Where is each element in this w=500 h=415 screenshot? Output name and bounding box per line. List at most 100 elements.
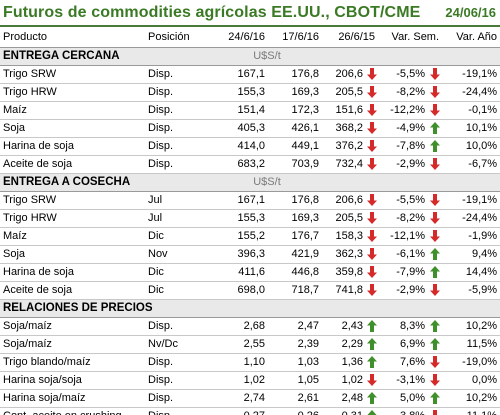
- price-prev-week: 1,03: [268, 353, 322, 372]
- section-filler: [322, 298, 500, 318]
- table-row: Aceite de soja Disp. 683,2 703,9 732,4 -2,9% -…: [0, 155, 500, 174]
- up-arrow-icon: [428, 263, 443, 282]
- var-yearly: 0,0%: [442, 371, 500, 390]
- price-prev-week: 2,61: [268, 389, 322, 408]
- var-yearly: -11,1%: [442, 407, 500, 415]
- var-yearly: -24,4%: [442, 209, 500, 228]
- table-row: Maíz Dic 155,2 176,7 158,3 -12,1% -1,9%: [0, 227, 500, 246]
- table-row: Harina de soja Disp. 414,0 449,1 376,2 -7,8% 1…: [0, 137, 500, 156]
- price-prev-year: 2,43: [322, 317, 366, 336]
- down-arrow-icon: [428, 155, 443, 174]
- down-arrow-icon: [428, 209, 443, 228]
- down-arrow-icon: [428, 281, 443, 300]
- var-weekly: -8,2%: [378, 209, 429, 228]
- var-weekly: 6,9%: [378, 335, 429, 354]
- var-weekly: -12,2%: [378, 101, 429, 120]
- table-row: Harina de soja Dic 411,6 446,8 359,8 -7,9% 14,…: [0, 263, 500, 282]
- down-arrow-icon: [366, 65, 379, 84]
- table-body: ENTREGA CERCANA U$S/t Trigo SRW Disp. 167,1 1…: [0, 46, 500, 415]
- product-name: Trigo SRW: [0, 191, 145, 210]
- price-prev-year: 206,6: [322, 191, 366, 210]
- section-unit: U$S/t: [212, 172, 322, 192]
- position: Dic: [145, 263, 212, 282]
- down-arrow-icon: [428, 227, 443, 246]
- position: Disp.: [145, 65, 212, 84]
- price-current: 155,2: [212, 227, 268, 246]
- var-yearly: -0,1%: [442, 101, 500, 120]
- down-arrow-icon: [428, 65, 443, 84]
- var-weekly: 7,6%: [378, 353, 429, 372]
- down-arrow-icon: [428, 353, 443, 372]
- position: Disp.: [145, 101, 212, 120]
- product-name: Harina de soja: [0, 137, 145, 156]
- position: Jul: [145, 209, 212, 228]
- product-name: Soja/maíz: [0, 317, 145, 336]
- price-current: 151,4: [212, 101, 268, 120]
- var-yearly: -24,4%: [442, 83, 500, 102]
- var-weekly: -2,9%: [378, 281, 429, 300]
- down-arrow-icon: [428, 191, 443, 210]
- var-weekly: 5,0%: [378, 389, 429, 408]
- price-prev-week: 172,3: [268, 101, 322, 120]
- product-name: Harina de soja: [0, 263, 145, 282]
- up-arrow-icon: [366, 317, 379, 336]
- table-row: Trigo HRW Jul 155,3 169,3 205,5 -8,2% -24,4%: [0, 209, 500, 228]
- table-row: Trigo blando/maíz Disp. 1,10 1,03 1,36 7,6% -1…: [0, 353, 500, 372]
- price-prev-week: 426,1: [268, 119, 322, 138]
- position: Disp.: [145, 353, 212, 372]
- section-filler: [322, 46, 500, 66]
- section-unit: [212, 298, 322, 318]
- section-header-row: ENTREGA CERCANA U$S/t: [0, 46, 500, 66]
- price-current: 405,3: [212, 119, 268, 138]
- price-prev-week: 2,47: [268, 317, 322, 336]
- var-yearly: -6,7%: [442, 155, 500, 174]
- price-prev-week: 718,7: [268, 281, 322, 300]
- price-prev-week: 169,3: [268, 209, 322, 228]
- up-arrow-icon: [366, 407, 379, 415]
- position: Disp.: [145, 389, 212, 408]
- section-title: ENTREGA CERCANA: [0, 46, 212, 66]
- var-weekly: 8,3%: [378, 317, 429, 336]
- col-header-var-sem: Var. Sem.: [378, 27, 443, 48]
- product-name: Harina soja/maíz: [0, 389, 145, 408]
- var-yearly: 10,1%: [442, 119, 500, 138]
- var-weekly: -2,9%: [378, 155, 429, 174]
- price-prev-year: 2,29: [322, 335, 366, 354]
- down-arrow-icon: [428, 407, 443, 415]
- title-bar: Futuros de commodities agrícolas EE.UU.,…: [0, 0, 500, 27]
- up-arrow-icon: [428, 137, 443, 156]
- price-current: 414,0: [212, 137, 268, 156]
- up-arrow-icon: [428, 389, 443, 408]
- price-prev-week: 0,26: [268, 407, 322, 415]
- section-title: RELACIONES DE PRECIOS: [0, 298, 212, 318]
- down-arrow-icon: [428, 83, 443, 102]
- var-yearly: -19,1%: [442, 191, 500, 210]
- up-arrow-icon: [366, 353, 379, 372]
- price-prev-week: 176,7: [268, 227, 322, 246]
- down-arrow-icon: [366, 245, 379, 264]
- section-header-row: RELACIONES DE PRECIOS: [0, 298, 500, 318]
- position: Dic: [145, 281, 212, 300]
- table-row: Harina soja/maíz Disp. 2,74 2,61 2,48 5,0% 10,…: [0, 389, 500, 408]
- up-arrow-icon: [428, 317, 443, 336]
- price-prev-week: 1,05: [268, 371, 322, 390]
- price-prev-year: 1,02: [322, 371, 366, 390]
- table-row: Maíz Disp. 151,4 172,3 151,6 -12,2% -0,1%: [0, 101, 500, 120]
- product-name: Soja/maíz: [0, 335, 145, 354]
- var-yearly: -19,1%: [442, 65, 500, 84]
- col-header-posicion: Posición: [145, 27, 212, 48]
- table-row: Soja Disp. 405,3 426,1 368,2 -4,9% 10,1%: [0, 119, 500, 138]
- price-prev-year: 368,2: [322, 119, 366, 138]
- price-prev-year: 2,48: [322, 389, 366, 408]
- var-weekly: -6,1%: [378, 245, 429, 264]
- price-current: 2,55: [212, 335, 268, 354]
- position: Nv/Dc: [145, 335, 212, 354]
- down-arrow-icon: [428, 371, 443, 390]
- position: Disp.: [145, 83, 212, 102]
- price-current: 698,0: [212, 281, 268, 300]
- position: Disp.: [145, 371, 212, 390]
- position: Nov: [145, 245, 212, 264]
- price-prev-week: 449,1: [268, 137, 322, 156]
- var-weekly: -3,1%: [378, 371, 429, 390]
